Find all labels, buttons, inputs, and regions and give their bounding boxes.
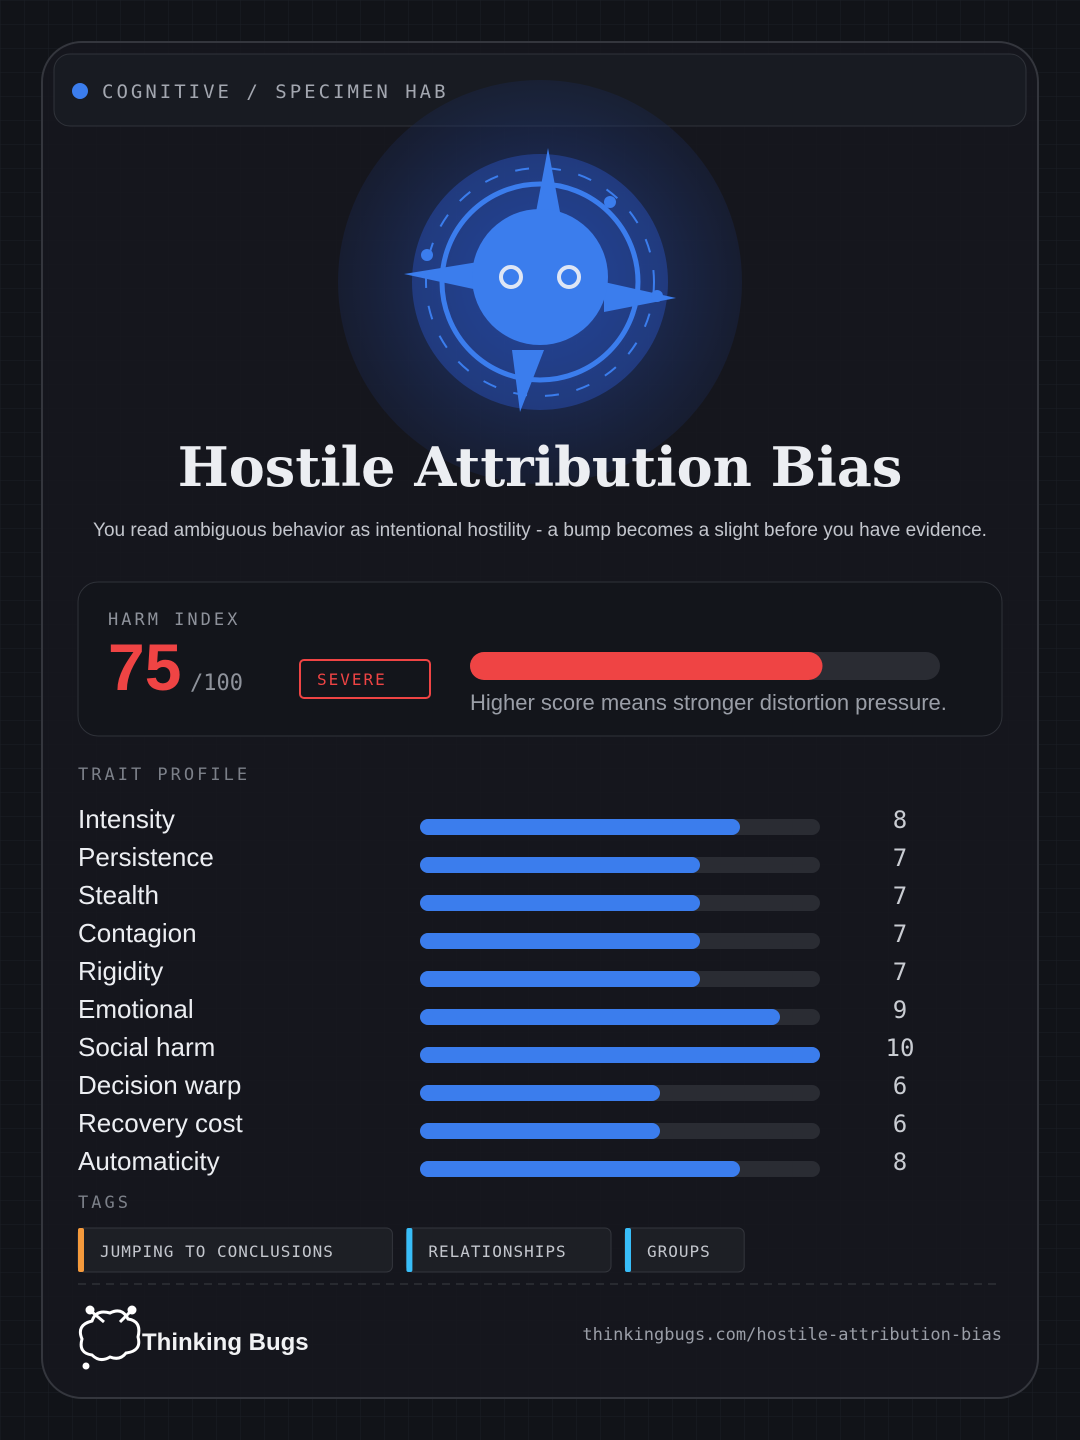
tag-accent — [625, 1228, 631, 1272]
trait-value: 8 — [893, 806, 907, 834]
brand: Thinking Bugs — [142, 1329, 309, 1356]
trait-value: 10 — [886, 1034, 915, 1062]
trait-bar — [420, 895, 700, 911]
brand-logo — [78, 1305, 141, 1370]
trait-name: Emotional — [78, 994, 194, 1024]
trait-bar — [420, 1123, 660, 1139]
tag: GROUPS — [647, 1242, 711, 1261]
tag-accent — [78, 1228, 84, 1272]
trait-name: Intensity — [78, 804, 175, 834]
tag: JUMPING TO CONCLUSIONS — [100, 1242, 334, 1261]
trait-name: Recovery cost — [78, 1108, 243, 1138]
bug-illustration — [338, 80, 742, 484]
harm-bar — [470, 652, 823, 680]
trait-bar — [420, 1047, 820, 1063]
trait-bar — [420, 933, 700, 949]
title: Hostile Attribution Bias — [178, 435, 902, 499]
trait-bar — [420, 1009, 780, 1025]
status-dot — [72, 83, 88, 99]
trait-name: Automaticity — [78, 1146, 220, 1176]
url[interactable]: thinkingbugs.com/hostile-attribution-bia… — [582, 1325, 1002, 1345]
trait-name: Stealth — [78, 880, 159, 910]
description: You read ambiguous behavior as intention… — [93, 520, 987, 541]
trait-value: 6 — [893, 1072, 907, 1100]
trait-value: 7 — [893, 844, 907, 872]
trait-name: Rigidity — [78, 956, 163, 986]
tag-accent — [406, 1228, 413, 1272]
trait-bar — [420, 819, 740, 835]
trait-bar — [420, 857, 700, 873]
severity: SEVERE — [317, 670, 387, 689]
category: COGNITIVE / SPECIMEN HAB — [102, 81, 449, 103]
trait-name: Contagion — [78, 918, 197, 948]
trait-value: 7 — [893, 958, 907, 986]
harm-score: 75 — [108, 630, 181, 704]
trait-bar — [420, 971, 700, 987]
severity-badge — [299, 659, 431, 699]
tags-label: TAGS — [78, 1193, 131, 1213]
trait-value: 7 — [893, 882, 907, 910]
trait-value: 8 — [893, 1148, 907, 1176]
trait-bar — [420, 1161, 740, 1177]
harm-note: Higher score means stronger distortion p… — [470, 690, 947, 715]
traits-label: TRAIT PROFILE — [78, 765, 250, 785]
harm-label: HARM INDEX — [108, 610, 240, 630]
trait-value: 6 — [893, 1110, 907, 1138]
trait-name: Persistence — [78, 842, 214, 872]
trait-name: Decision warp — [78, 1070, 241, 1100]
trait-name: Social harm — [78, 1032, 215, 1062]
trait-bar — [420, 1085, 660, 1101]
trait-value: 9 — [893, 996, 907, 1024]
harm-max: /100 — [190, 671, 243, 696]
trait-value: 7 — [893, 920, 907, 948]
tag: RELATIONSHIPS — [428, 1242, 566, 1261]
